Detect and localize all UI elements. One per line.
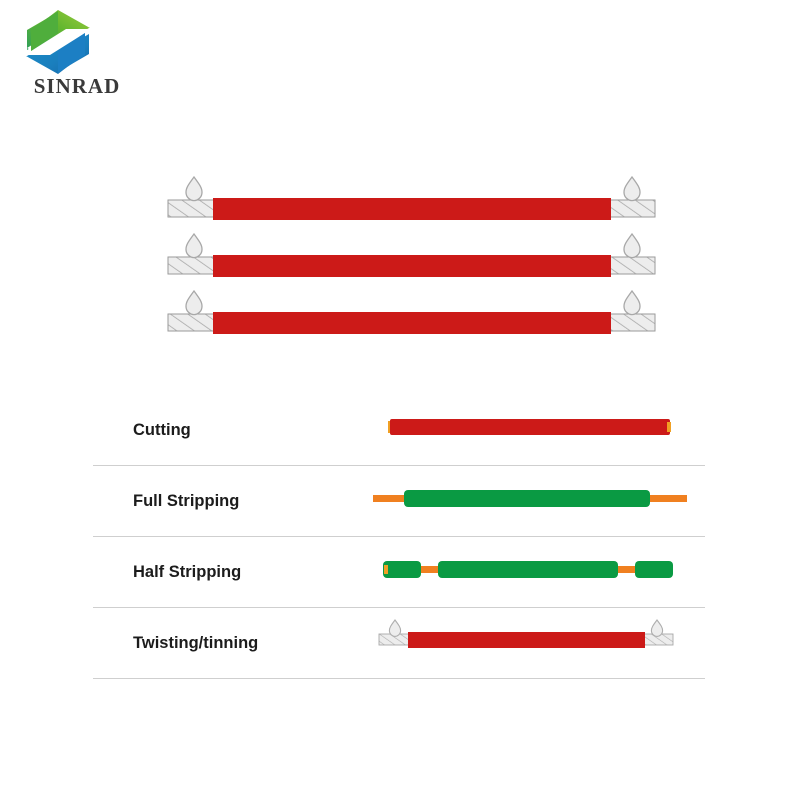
solder-droplet-left (388, 619, 402, 637)
process-label-half-stripping: Half Stripping (133, 563, 242, 581)
solder-droplet-right (650, 619, 664, 637)
brand-name: SINRAD (33, 74, 121, 98)
process-label-full-stripping: Full Stripping (133, 492, 240, 510)
process-row-half-stripping: Half Stripping (93, 537, 705, 608)
hero-wire-3 (167, 290, 656, 334)
process-row-full-stripping: Full Stripping (93, 466, 705, 537)
process-label-twisting-tinning: Twisting/tinning (133, 634, 259, 652)
hero-wire-1 (167, 176, 656, 220)
half-stripping-wire-figure (373, 537, 705, 607)
cutting-wire-figure (373, 395, 705, 465)
full-stripping-wire-figure (373, 466, 705, 536)
process-row-twisting-tinning: Twisting/tinning (93, 608, 705, 679)
hexagon-s-logo-icon (22, 8, 94, 76)
process-label-cutting: Cutting (133, 421, 191, 439)
process-table: Cutting Full Stripping Half Stripping (93, 395, 705, 679)
brand-logo: SINRAD (22, 8, 202, 108)
twisting-tinning-wire-figure (373, 608, 705, 678)
process-row-cutting: Cutting (93, 395, 705, 466)
hero-wire-2 (167, 233, 656, 277)
